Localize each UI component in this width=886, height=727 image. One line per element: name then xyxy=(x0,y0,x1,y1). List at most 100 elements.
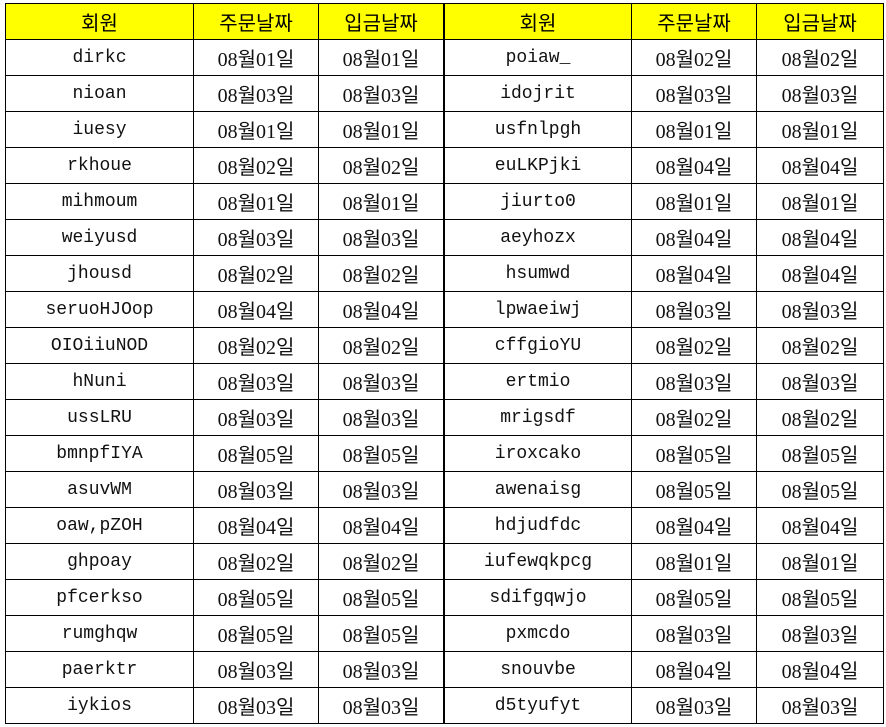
cell-payment-date[interactable]: 08월05일 xyxy=(756,471,884,508)
cell-member[interactable]: euLKPjki xyxy=(443,147,632,184)
cell-order-date[interactable]: 08월02일 xyxy=(193,327,319,364)
cell-order-date[interactable]: 08월01일 xyxy=(193,39,319,76)
cell-payment-date[interactable]: 08월04일 xyxy=(756,147,884,184)
cell-payment-date[interactable]: 08월03일 xyxy=(756,75,884,112)
cell-order-date[interactable]: 08월02일 xyxy=(631,327,757,364)
cell-member[interactable]: iufewqkpcg xyxy=(443,543,632,580)
cell-member[interactable]: iuesy xyxy=(5,111,194,148)
cell-payment-date[interactable]: 08월03일 xyxy=(756,363,884,400)
cell-order-date[interactable]: 08월02일 xyxy=(193,543,319,580)
cell-member[interactable]: jhousd xyxy=(5,255,194,292)
cell-order-date[interactable]: 08월02일 xyxy=(631,399,757,436)
cell-payment-date[interactable]: 08월03일 xyxy=(318,219,445,256)
cell-order-date[interactable]: 08월03일 xyxy=(193,471,319,508)
cell-payment-date[interactable]: 08월02일 xyxy=(756,39,884,76)
cell-order-date[interactable]: 08월04일 xyxy=(631,147,757,184)
cell-member[interactable]: bmnpfIYA xyxy=(5,435,194,472)
cell-order-date[interactable]: 08월05일 xyxy=(193,615,319,652)
cell-order-date[interactable]: 08월03일 xyxy=(193,651,319,688)
cell-member[interactable]: sdifgqwjo xyxy=(443,579,632,616)
cell-payment-date[interactable]: 08월04일 xyxy=(756,219,884,256)
cell-payment-date[interactable]: 08월01일 xyxy=(756,543,884,580)
cell-order-date[interactable]: 08월03일 xyxy=(193,363,319,400)
cell-order-date[interactable]: 08월01일 xyxy=(193,111,319,148)
cell-member[interactable]: rkhoue xyxy=(5,147,194,184)
cell-order-date[interactable]: 08월03일 xyxy=(193,75,319,112)
cell-payment-date[interactable]: 08월02일 xyxy=(318,147,445,184)
cell-member[interactable]: usfnlpgh xyxy=(443,111,632,148)
cell-member[interactable]: ertmio xyxy=(443,363,632,400)
cell-order-date[interactable]: 08월02일 xyxy=(193,147,319,184)
cell-payment-date[interactable]: 08월02일 xyxy=(318,327,445,364)
cell-order-date[interactable]: 08월01일 xyxy=(631,543,757,580)
cell-payment-date[interactable]: 08월01일 xyxy=(318,183,445,220)
cell-member[interactable]: paerktr xyxy=(5,651,194,688)
cell-member[interactable]: pxmcdo xyxy=(443,615,632,652)
cell-order-date[interactable]: 08월05일 xyxy=(631,471,757,508)
cell-member[interactable]: seruoHJOop xyxy=(5,291,194,328)
cell-member[interactable]: ghpoay xyxy=(5,543,194,580)
cell-member[interactable]: rumghqw xyxy=(5,615,194,652)
cell-order-date[interactable]: 08월03일 xyxy=(193,687,319,724)
cell-payment-date[interactable]: 08월04일 xyxy=(756,651,884,688)
cell-payment-date[interactable]: 08월05일 xyxy=(756,579,884,616)
cell-order-date[interactable]: 08월03일 xyxy=(631,687,757,724)
cell-order-date[interactable]: 08월04일 xyxy=(193,507,319,544)
cell-order-date[interactable]: 08월02일 xyxy=(193,255,319,292)
cell-member[interactable]: lpwaeiwj xyxy=(443,291,632,328)
cell-order-date[interactable]: 08월05일 xyxy=(631,579,757,616)
cell-order-date[interactable]: 08월02일 xyxy=(631,39,757,76)
cell-payment-date[interactable]: 08월04일 xyxy=(318,291,445,328)
cell-order-date[interactable]: 08월01일 xyxy=(631,111,757,148)
header-payment-date[interactable]: 입금날짜 xyxy=(756,3,884,40)
cell-payment-date[interactable]: 08월04일 xyxy=(756,255,884,292)
cell-payment-date[interactable]: 08월03일 xyxy=(318,363,445,400)
cell-payment-date[interactable]: 08월02일 xyxy=(756,399,884,436)
cell-payment-date[interactable]: 08월03일 xyxy=(756,687,884,724)
cell-payment-date[interactable]: 08월04일 xyxy=(756,507,884,544)
cell-member[interactable]: mrigsdf xyxy=(443,399,632,436)
cell-member[interactable]: hsumwd xyxy=(443,255,632,292)
cell-order-date[interactable]: 08월01일 xyxy=(193,183,319,220)
cell-order-date[interactable]: 08월04일 xyxy=(193,291,319,328)
cell-payment-date[interactable]: 08월04일 xyxy=(318,507,445,544)
cell-payment-date[interactable]: 08월01일 xyxy=(318,39,445,76)
cell-payment-date[interactable]: 08월03일 xyxy=(756,291,884,328)
cell-member[interactable]: mihmoum xyxy=(5,183,194,220)
cell-payment-date[interactable]: 08월02일 xyxy=(756,327,884,364)
cell-member[interactable]: snouvbe xyxy=(443,651,632,688)
cell-order-date[interactable]: 08월03일 xyxy=(631,615,757,652)
cell-order-date[interactable]: 08월05일 xyxy=(193,435,319,472)
cell-payment-date[interactable]: 08월03일 xyxy=(318,399,445,436)
cell-member[interactable]: oaw,pZOH xyxy=(5,507,194,544)
cell-member[interactable]: weiyusd xyxy=(5,219,194,256)
cell-payment-date[interactable]: 08월03일 xyxy=(318,471,445,508)
cell-payment-date[interactable]: 08월03일 xyxy=(318,687,445,724)
cell-order-date[interactable]: 08월01일 xyxy=(631,183,757,220)
cell-member[interactable]: dirkc xyxy=(5,39,194,76)
cell-member[interactable]: awenaisg xyxy=(443,471,632,508)
cell-order-date[interactable]: 08월03일 xyxy=(631,363,757,400)
cell-order-date[interactable]: 08월05일 xyxy=(631,435,757,472)
header-member[interactable]: 회원 xyxy=(5,3,194,40)
header-payment-date[interactable]: 입금날짜 xyxy=(318,3,445,40)
cell-payment-date[interactable]: 08월05일 xyxy=(318,615,445,652)
cell-member[interactable]: cffgioYU xyxy=(443,327,632,364)
cell-member[interactable]: aeyhozx xyxy=(443,219,632,256)
cell-payment-date[interactable]: 08월05일 xyxy=(318,435,445,472)
cell-order-date[interactable]: 08월04일 xyxy=(631,651,757,688)
header-member[interactable]: 회원 xyxy=(443,3,632,40)
cell-payment-date[interactable]: 08월02일 xyxy=(318,543,445,580)
cell-order-date[interactable]: 08월03일 xyxy=(193,219,319,256)
cell-member[interactable]: ussLRU xyxy=(5,399,194,436)
cell-member[interactable]: asuvWM xyxy=(5,471,194,508)
cell-member[interactable]: pfcerkso xyxy=(5,579,194,616)
cell-payment-date[interactable]: 08월01일 xyxy=(318,111,445,148)
cell-order-date[interactable]: 08월04일 xyxy=(631,219,757,256)
cell-member[interactable]: idojrit xyxy=(443,75,632,112)
cell-order-date[interactable]: 08월03일 xyxy=(631,75,757,112)
cell-order-date[interactable]: 08월04일 xyxy=(631,255,757,292)
cell-member[interactable]: nioan xyxy=(5,75,194,112)
cell-member[interactable]: iykios xyxy=(5,687,194,724)
header-order-date[interactable]: 주문날짜 xyxy=(193,3,319,40)
